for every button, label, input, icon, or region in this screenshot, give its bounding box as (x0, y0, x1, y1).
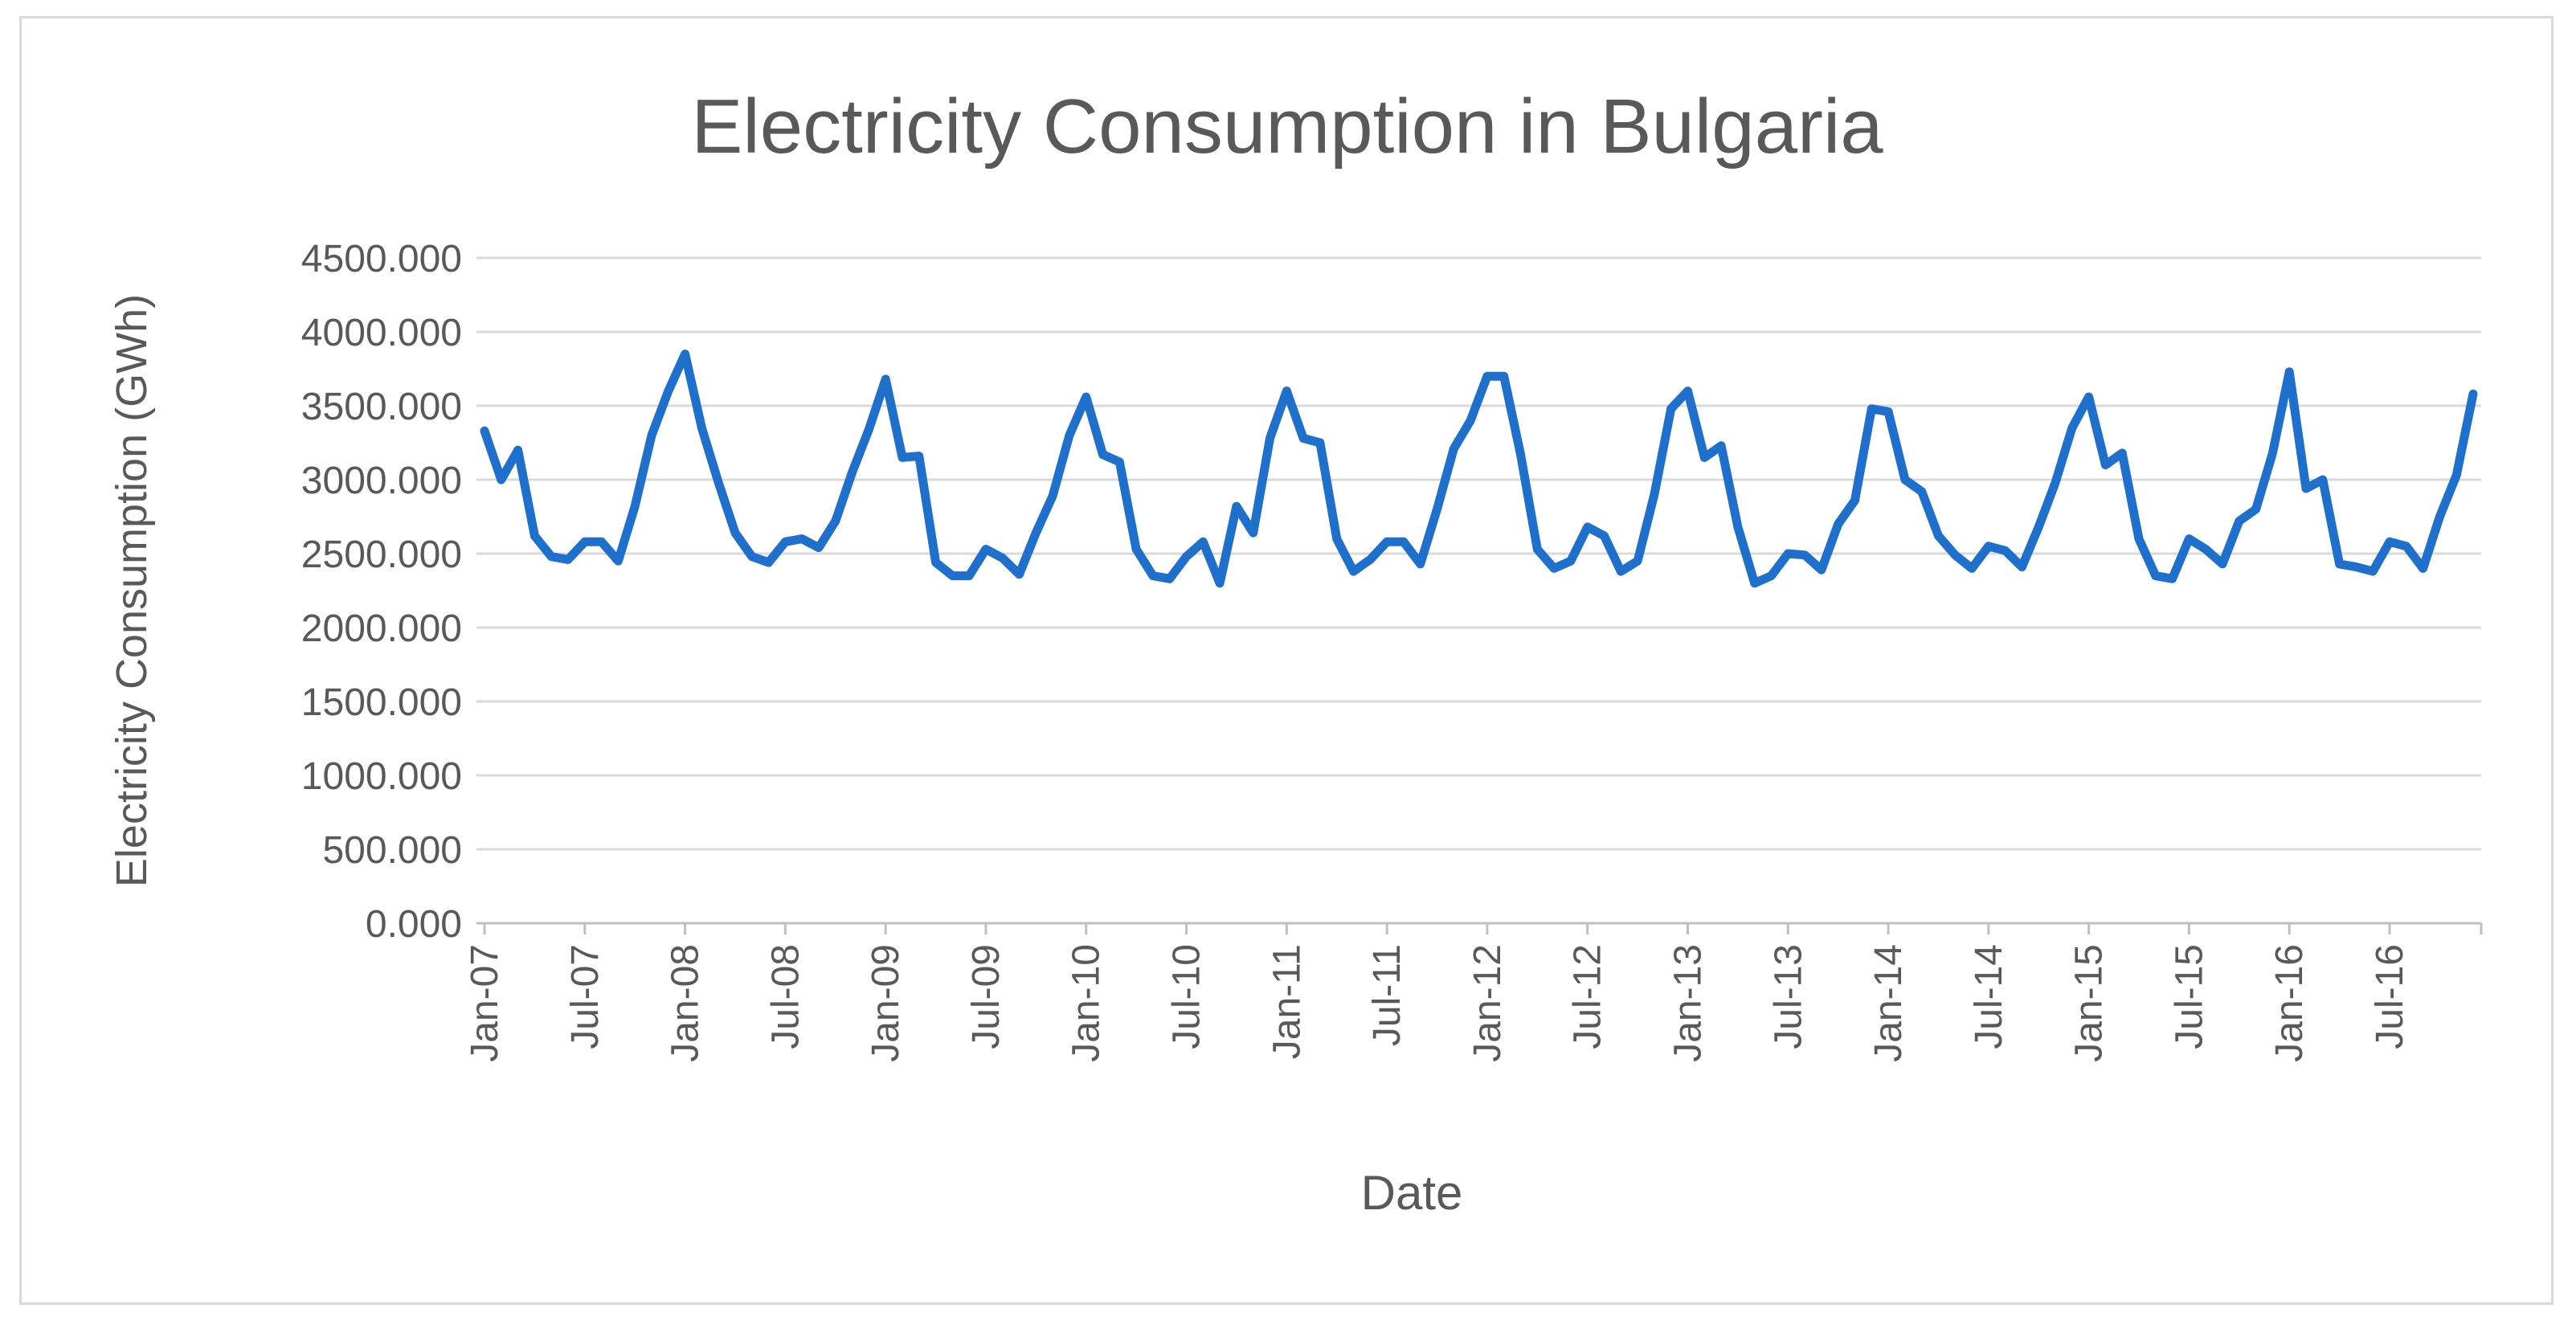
series-line (480, 350, 2478, 588)
chart-title: Electricity Consumption in Bulgaria (691, 84, 1883, 170)
y-tick-label: 4500.000 (301, 238, 462, 280)
y-tick-label: 500.000 (322, 829, 462, 872)
gridlines (476, 256, 2481, 925)
x-tick-label: Jul-12 (1567, 944, 1609, 1049)
x-tick-label: Jul-08 (764, 944, 807, 1049)
x-tick-label: Jul-13 (1767, 944, 1809, 1049)
x-tick-label: Jan-13 (1666, 944, 1709, 1062)
x-axis-title: Date (1361, 1166, 1463, 1220)
x-tick-label: Jul-14 (1968, 944, 2010, 1049)
y-tick-label: 3500.000 (301, 386, 462, 428)
y-tick-label: 2000.000 (301, 607, 462, 650)
x-tick-label: Jan-07 (464, 944, 506, 1062)
y-tick-label: 3000.000 (301, 460, 462, 502)
x-tick-label: Jan-14 (1867, 944, 1910, 1062)
y-tick-label: 2500.000 (301, 534, 462, 576)
x-tick-label: Jul-09 (965, 944, 1008, 1049)
x-tick-label: Jul-11 (1366, 944, 1409, 1046)
x-tick-label: Jan-08 (664, 944, 707, 1062)
x-tick-label: Jan-15 (2068, 944, 2111, 1062)
y-tick-label: 1000.000 (301, 755, 462, 798)
y-axis-ticks: 0.000 500.000 1000.000 1500.000 2000.000 2500… (301, 238, 462, 946)
x-tick-label: Jan-11 (1266, 944, 1308, 1059)
y-tick-label: 1500.000 (301, 681, 462, 724)
y-axis-title: Electricity Consumption (GWh) (108, 294, 156, 887)
x-tick-label: Jul-07 (564, 944, 607, 1049)
x-tick-label: Jan-16 (2268, 944, 2311, 1062)
y-tick-label: 0.000 (366, 903, 462, 946)
x-tick-label: Jan-10 (1065, 944, 1108, 1062)
x-tick-label: Jul-16 (2369, 944, 2411, 1049)
x-tick-label: Jan-12 (1466, 944, 1509, 1062)
y-tick-label: 4000.000 (301, 312, 462, 354)
x-axis-ticks: Jan-07 Jul-07 Jan-08 Jul-08 Jan-09 Jul-09 Jan-… (464, 923, 2483, 1062)
x-tick-label: Jul-15 (2168, 944, 2210, 1049)
x-tick-label: Jul-10 (1166, 944, 1208, 1049)
x-tick-label: Jan-09 (865, 944, 907, 1062)
chart-frame (19, 16, 2554, 1305)
